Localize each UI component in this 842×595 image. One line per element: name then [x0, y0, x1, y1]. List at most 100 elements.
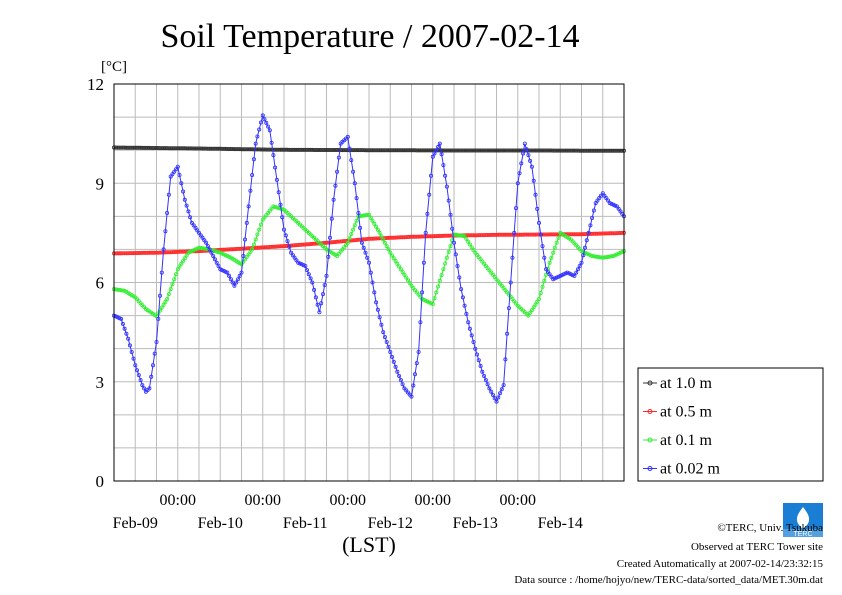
data-point	[329, 216, 334, 221]
data-point	[276, 206, 281, 211]
data-point	[420, 290, 425, 295]
data-point	[202, 238, 207, 243]
data-point	[289, 250, 294, 255]
data-point	[246, 252, 251, 257]
x-tick-date-label: Feb-11	[283, 515, 328, 532]
data-point	[614, 231, 619, 236]
data-point	[115, 287, 120, 292]
footer-source: Data source : /home/hojyo/new/TERC-data/…	[514, 574, 823, 586]
x-tick-date-label: Feb-13	[453, 515, 498, 532]
data-point	[285, 239, 290, 244]
data-point	[134, 145, 139, 150]
data-point	[411, 383, 416, 388]
data-point	[260, 113, 265, 118]
data-point	[219, 146, 224, 151]
data-point	[584, 238, 589, 243]
data-point	[473, 346, 478, 351]
data-point	[577, 263, 582, 268]
data-point	[335, 169, 340, 174]
data-point	[152, 145, 157, 150]
data-point	[487, 386, 492, 391]
data-point	[404, 275, 409, 280]
data-point	[607, 254, 612, 259]
data-point	[407, 281, 412, 286]
data-point	[386, 344, 391, 349]
data-point	[547, 260, 552, 265]
data-point	[388, 349, 393, 354]
data-point	[181, 189, 186, 194]
data-point	[278, 202, 283, 207]
data-point	[211, 253, 216, 258]
data-point	[480, 369, 485, 374]
data-point	[239, 262, 244, 267]
data-point	[515, 181, 520, 186]
data-point	[134, 368, 139, 373]
data-point	[157, 293, 162, 298]
data-point	[614, 204, 619, 209]
data-point	[446, 198, 451, 203]
data-point	[384, 244, 389, 249]
data-point	[510, 255, 515, 260]
data-point	[273, 147, 278, 152]
x-tick-date-label: Feb-12	[368, 515, 413, 532]
data-point	[124, 331, 129, 336]
data-point	[570, 232, 575, 237]
data-point	[246, 204, 251, 209]
data-point	[434, 290, 439, 295]
data-point	[490, 392, 495, 397]
data-point	[506, 306, 511, 311]
data-point	[329, 240, 334, 245]
data-point	[382, 240, 387, 245]
data-point	[156, 316, 161, 321]
data-point	[154, 339, 159, 344]
data-point	[212, 146, 217, 151]
data-point	[237, 273, 242, 278]
data-point	[253, 237, 258, 242]
data-point	[248, 188, 253, 193]
data-point	[455, 263, 460, 268]
data-point	[347, 146, 352, 151]
data-point	[165, 296, 170, 301]
data-point	[191, 223, 196, 228]
data-point	[119, 316, 124, 321]
data-point	[547, 272, 552, 277]
data-point	[280, 244, 285, 249]
data-point	[460, 295, 465, 300]
data-point	[257, 227, 262, 232]
data-point	[437, 233, 442, 238]
legend-item: at 0.02 m	[643, 461, 721, 478]
data-point	[165, 146, 170, 151]
data-point	[159, 270, 164, 275]
data-point	[152, 351, 157, 356]
data-point	[414, 234, 419, 239]
data-point	[427, 192, 432, 197]
data-point	[285, 147, 290, 152]
data-point	[466, 239, 471, 244]
logo-text: TERC	[793, 531, 812, 538]
legend-item: at 1.0 m	[643, 375, 713, 392]
data-point	[365, 236, 370, 241]
data-point	[271, 153, 276, 158]
data-point	[524, 147, 529, 152]
x-tick-time-label: 00:00	[245, 492, 281, 509]
data-point	[189, 146, 194, 151]
data-point	[163, 229, 168, 234]
data-point	[590, 231, 595, 236]
data-point	[127, 251, 132, 256]
data-point	[172, 277, 177, 282]
data-point	[172, 169, 177, 174]
data-point	[159, 305, 164, 310]
y-tick-label: 12	[87, 75, 104, 94]
y-axis-unit-label: [°C]	[101, 59, 127, 75]
data-point	[349, 231, 354, 236]
data-point	[420, 234, 425, 239]
legend: at 1.0 m at 0.5 m at 0.1 m at 0.02 m	[637, 367, 824, 482]
data-point	[186, 209, 191, 214]
data-point	[179, 181, 184, 186]
legend-item: at 0.5 m	[643, 404, 713, 421]
data-point	[200, 246, 205, 251]
data-point	[327, 235, 332, 240]
data-point	[228, 277, 233, 282]
data-point	[342, 239, 347, 244]
